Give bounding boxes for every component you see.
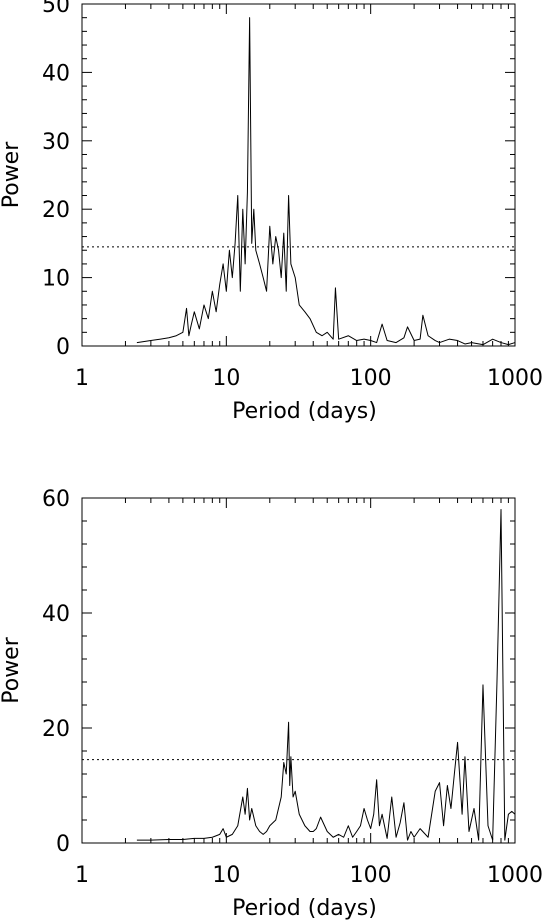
plot-frame (81, 3, 516, 347)
y-tick-label: 40 (42, 61, 70, 86)
chart-panel-2: 1 10 100 1000 0 20 40 60 Period (days) Power (0, 487, 543, 921)
y-tick-label: 0 (56, 832, 70, 857)
y-tick-label: 50 (42, 0, 70, 18)
x-tick-label: 1000 (487, 366, 543, 391)
x-axis-label: Period (days) (232, 399, 377, 424)
chart-panel-1: 1 10 100 1000 0 10 20 30 40 50 Period (days) Power (0, 0, 543, 424)
x-tick-label: 1 (75, 366, 89, 391)
x-tick-label: 100 (350, 863, 392, 888)
plot-frame (81, 497, 516, 844)
x-tick-label: 10 (212, 366, 240, 391)
x-tick-label: 10 (212, 863, 240, 888)
y-tick-label: 60 (42, 487, 70, 512)
y-tick-label: 30 (42, 130, 70, 155)
y-tick-label: 20 (42, 717, 70, 742)
y-tick-label: 40 (42, 602, 70, 627)
x-tick-label: 1 (75, 863, 89, 888)
periodogram-line (136, 17, 516, 346)
x-axis-label: Period (days) (232, 896, 377, 921)
y-axis-label: Power (0, 636, 24, 703)
y-tick-label: 20 (42, 198, 70, 223)
periodogram-line (136, 509, 516, 841)
x-tick-label: 1000 (487, 863, 543, 888)
y-axis-label: Power (0, 141, 24, 208)
y-tick-label: 0 (56, 335, 70, 360)
x-tick-label: 100 (350, 366, 392, 391)
y-tick-label: 10 (42, 267, 70, 292)
